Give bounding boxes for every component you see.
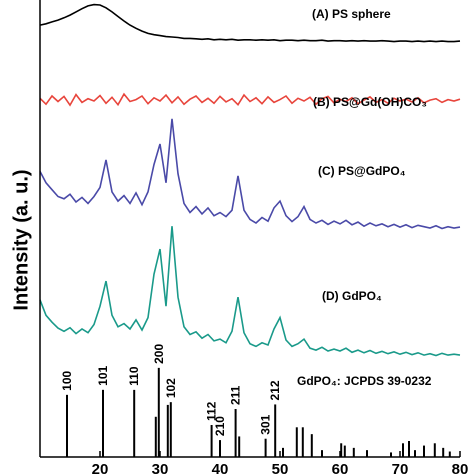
x-tick-label: 20 xyxy=(92,461,109,474)
reference-label: 211 xyxy=(229,385,243,405)
x-tick-label: 80 xyxy=(452,461,469,474)
reference-label: 110 xyxy=(127,366,141,386)
series-label: (C) PS@GdPO₄ xyxy=(318,164,406,178)
series-line xyxy=(39,226,461,357)
series-label: (D) GdPO₄ xyxy=(322,289,382,303)
x-tick-label: 30 xyxy=(152,461,169,474)
series-label: (A) PS sphere xyxy=(312,7,391,21)
reference-name: GdPO₄: JCPDS 39-0232 xyxy=(297,374,432,388)
reference-label: 200 xyxy=(152,344,166,364)
x-tick-label: 70 xyxy=(392,461,409,474)
reference-label: 210 xyxy=(213,416,227,436)
reference-label: 112 xyxy=(205,401,219,421)
reference-label: 102 xyxy=(164,378,178,398)
series-line xyxy=(39,118,461,230)
reference-label: 301 xyxy=(259,414,273,434)
series-line xyxy=(39,92,461,107)
x-tick-label: 40 xyxy=(212,461,229,474)
x-tick-label: 60 xyxy=(332,461,349,474)
reference-label: 100 xyxy=(60,371,74,391)
y-axis-label: Intensity (a. u.) xyxy=(10,169,32,310)
reference-label: 101 xyxy=(96,365,110,385)
x-tick-label: 50 xyxy=(272,461,289,474)
reference-label: 212 xyxy=(268,380,282,400)
series-label: (B) PS@Gd(OH)CO₃ xyxy=(313,95,427,109)
series-line xyxy=(39,3,461,43)
